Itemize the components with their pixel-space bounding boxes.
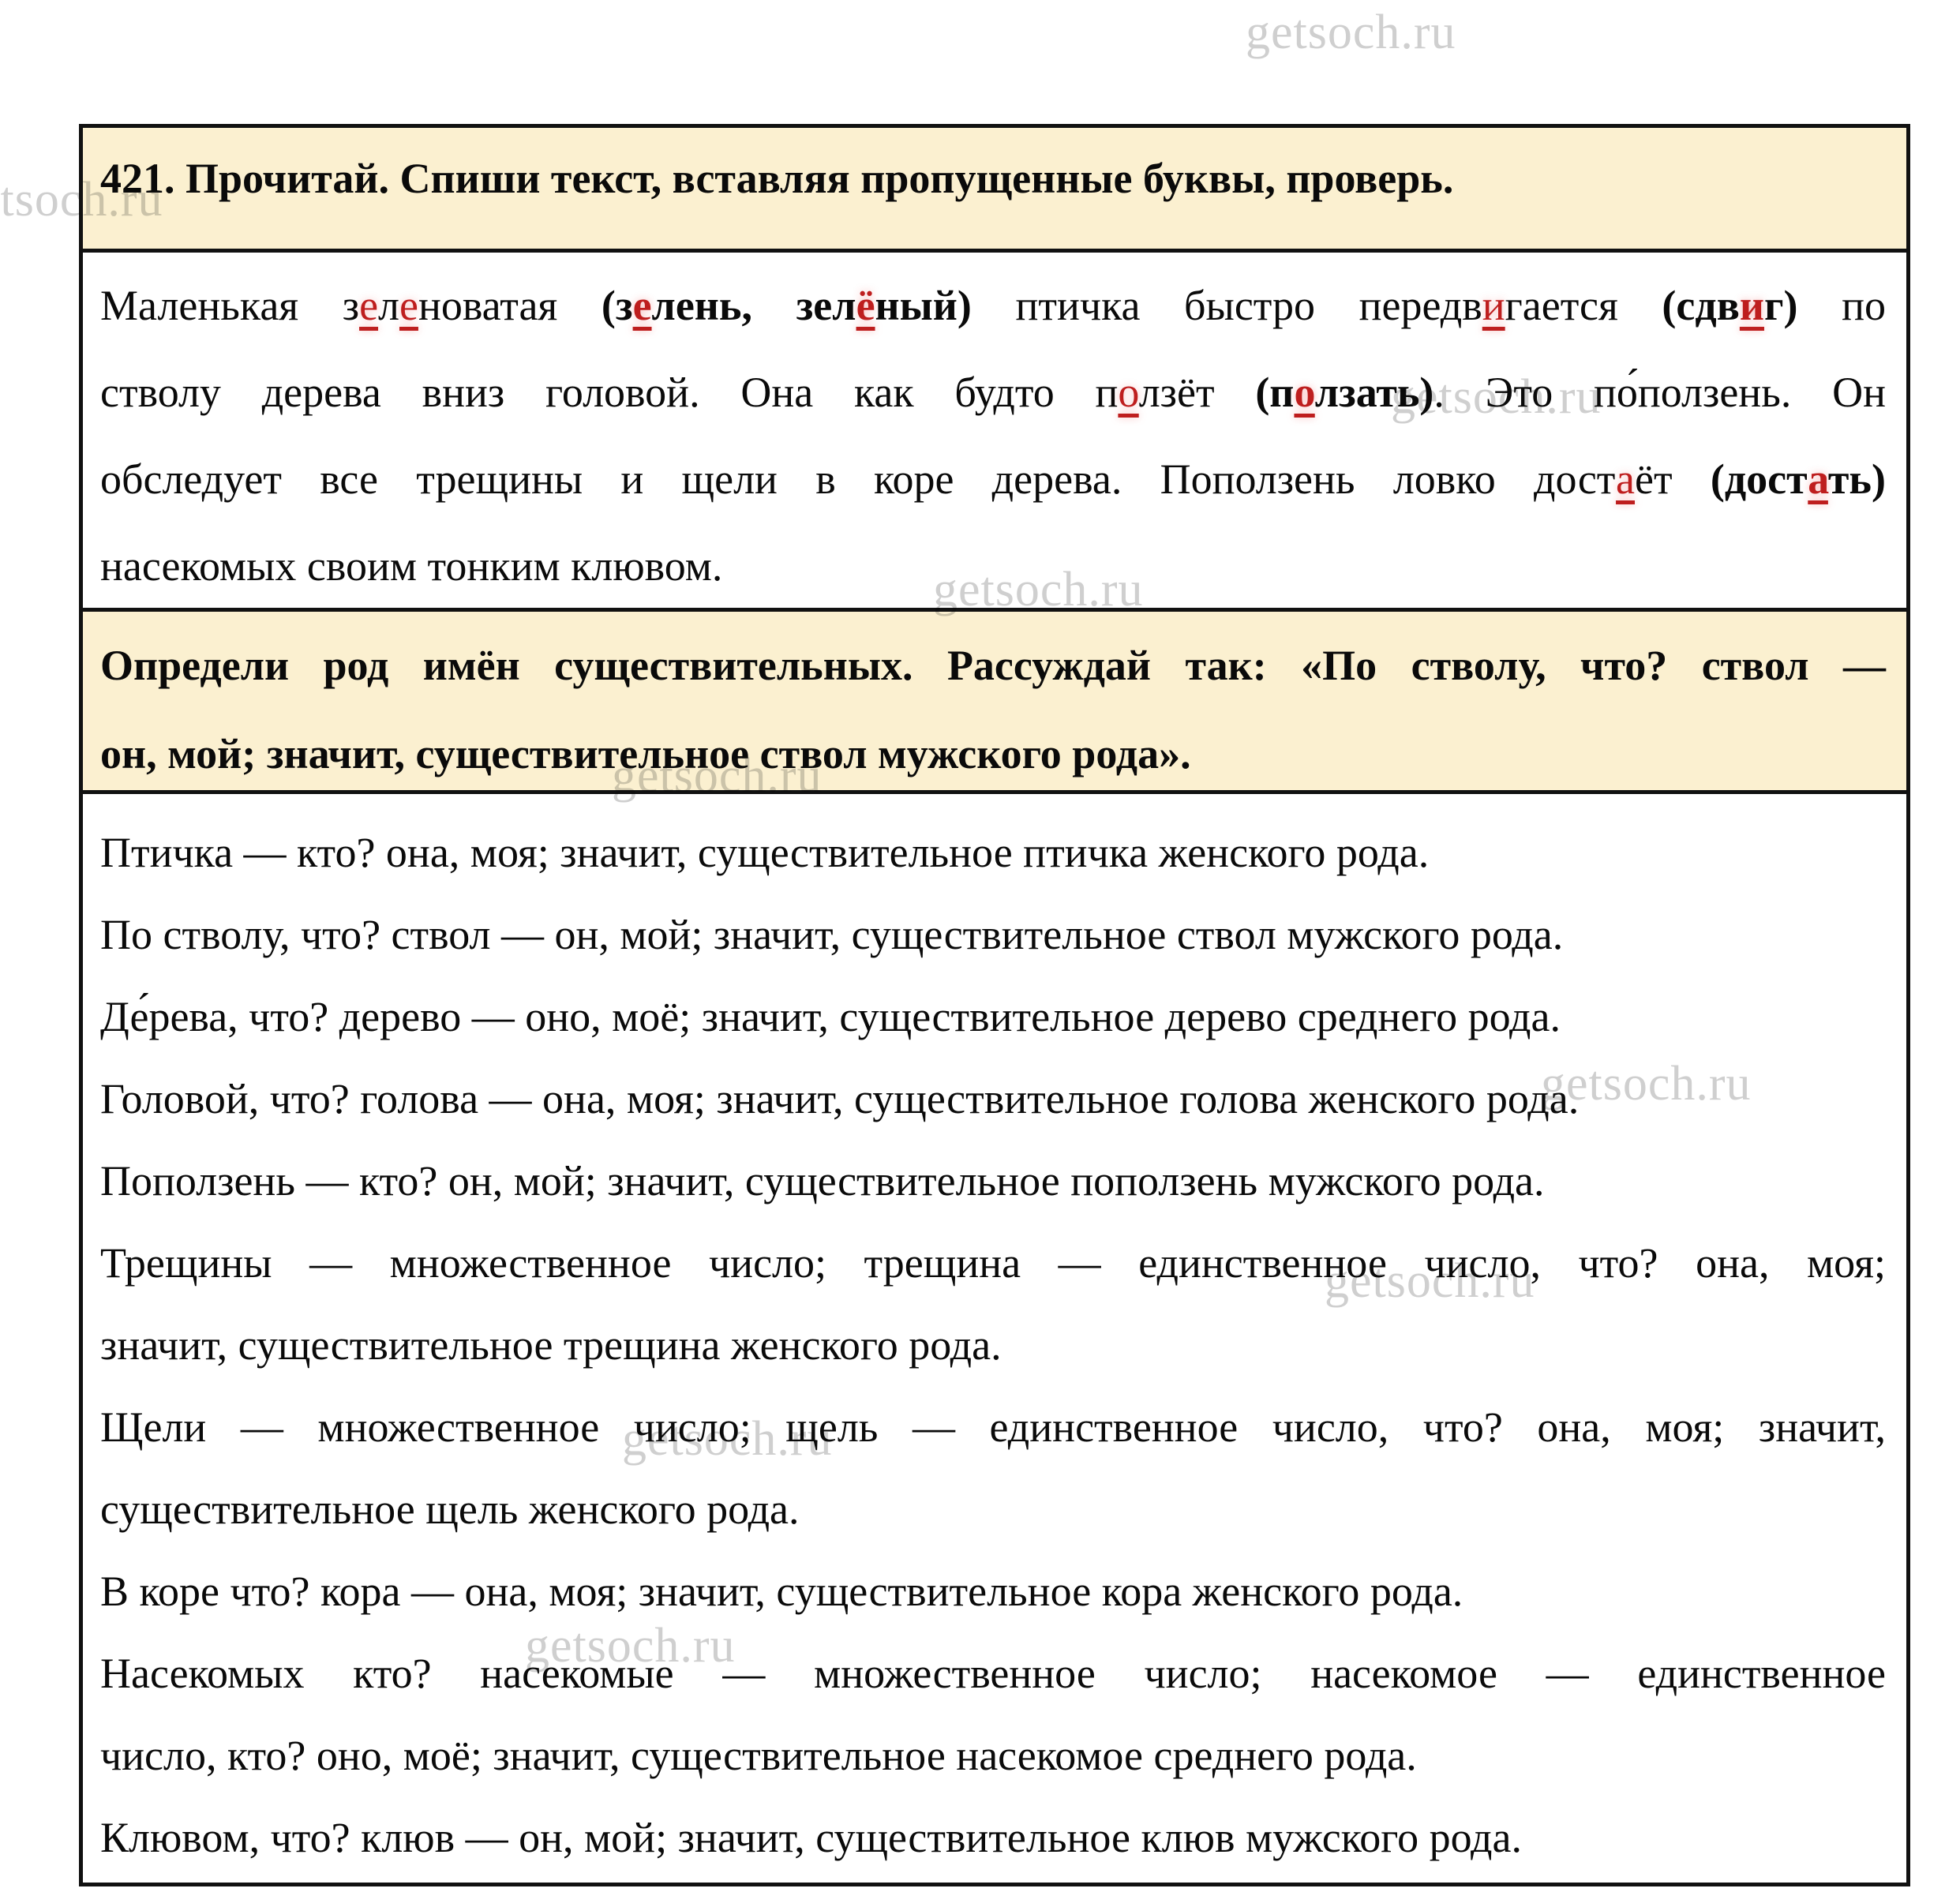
text-line: Насекомых кто? насекомые — множественное… bbox=[100, 1632, 1886, 1714]
text-segment: (з bbox=[601, 282, 633, 329]
text-segment: число, кто? оно, моё; значит, существите… bbox=[100, 1732, 1417, 1779]
text-line: обследует все трещины и щели в коре дере… bbox=[100, 436, 1886, 523]
inserted-letter: ё bbox=[856, 282, 875, 329]
text-segment: существительное щель женского рода. bbox=[100, 1486, 800, 1533]
inserted-letter: а bbox=[1808, 455, 1828, 503]
text-line: он, мой; значит, существительное ствол м… bbox=[100, 710, 1886, 798]
instruction-box: Определи род имён существительных. Рассу… bbox=[83, 608, 1906, 794]
text-line: значит, существительное трещина женского… bbox=[100, 1304, 1886, 1386]
text-line: Щели — множественное число; щель — единс… bbox=[100, 1386, 1886, 1468]
text-segment: ть) bbox=[1827, 455, 1886, 503]
text-line: В коре что? кора — она, моя; значит, сущ… bbox=[100, 1550, 1886, 1632]
text-segment: (сдв bbox=[1662, 282, 1740, 329]
text-segment: Трещины — множественное число; трещина —… bbox=[100, 1239, 1886, 1287]
inserted-letter: е bbox=[399, 282, 418, 329]
inserted-letter: и bbox=[1482, 282, 1505, 329]
exercise-card: 421. Прочитай. Спиши текст, вставляя про… bbox=[79, 124, 1910, 1886]
text-segment: Насекомых кто? насекомые — множественное… bbox=[100, 1650, 1886, 1697]
inserted-letter: о bbox=[1118, 369, 1139, 416]
text-line: 421. Прочитай. Спиши текст, вставляя про… bbox=[100, 147, 1886, 210]
text-line: Маленькая зеленоватая (зелень, зелёный) … bbox=[100, 262, 1886, 349]
text-line: По стволу, что? ствол — он, мой; значит,… bbox=[100, 894, 1886, 976]
text-segment: Определи род имён существительных. Рассу… bbox=[100, 642, 1886, 689]
text-segment: лзёт bbox=[1138, 369, 1256, 416]
inserted-letter: е bbox=[632, 282, 652, 329]
analysis-text: Птичка — кто? она, моя; значит, существи… bbox=[83, 794, 1906, 1883]
inserted-letter: и bbox=[1739, 282, 1764, 329]
text-segment: г) bbox=[1763, 282, 1798, 329]
text-line: Головой, что? голова — она, моя; значит,… bbox=[100, 1058, 1886, 1140]
text-segment: лзать) bbox=[1314, 369, 1434, 416]
text-line: существительное щель женского рода. bbox=[100, 1468, 1886, 1550]
text-segment: По стволу, что? ствол — он, мой; значит,… bbox=[100, 911, 1564, 958]
text-segment: л bbox=[378, 282, 399, 329]
text-segment: ёт bbox=[1635, 455, 1711, 503]
text-segment: обследует все трещины и щели в коре дере… bbox=[100, 455, 1617, 503]
text-segment: стволу дерева вниз головой. Она как будт… bbox=[100, 369, 1119, 416]
watermark: getsoch.ru bbox=[1246, 6, 1456, 59]
text-line: Де́рева, что? дерево — оно, моё; значит,… bbox=[100, 976, 1886, 1058]
text-line: число, кто? оно, моё; значит, существите… bbox=[100, 1714, 1886, 1796]
text-segment: Щели — множественное число; щель — единс… bbox=[100, 1403, 1886, 1451]
text-segment: Маленькая з bbox=[100, 282, 360, 329]
text-line: Определи род имён существительных. Рассу… bbox=[100, 621, 1886, 710]
text-line: Трещины — множественное число; трещина —… bbox=[100, 1222, 1886, 1304]
text-segment: по bbox=[1797, 282, 1887, 329]
text-segment: Поползень — кто? он, мой; значит, сущест… bbox=[100, 1157, 1545, 1205]
text-line: стволу дерева вниз головой. Она как будт… bbox=[100, 349, 1886, 436]
text-segment: он, мой; значит, существительное ствол м… bbox=[100, 730, 1191, 777]
text-segment: насекомых своим тонким клювом. bbox=[100, 542, 723, 590]
text-segment: значит, существительное трещина женского… bbox=[100, 1321, 1002, 1369]
task-header: 421. Прочитай. Спиши текст, вставляя про… bbox=[83, 128, 1906, 253]
text-segment: Птичка — кто? она, моя; значит, существи… bbox=[100, 829, 1430, 876]
text-segment: . Это по́ползень. Он bbox=[1433, 369, 1886, 416]
text-segment: В коре что? кора — она, моя; значит, сущ… bbox=[100, 1568, 1463, 1615]
text-segment: (п bbox=[1255, 369, 1295, 416]
text-segment: птичка быстро передв bbox=[971, 282, 1482, 329]
text-segment: гается bbox=[1505, 282, 1662, 329]
text-segment: 421. Прочитай. Спиши текст, вставляя про… bbox=[100, 155, 1454, 202]
text-segment: (дост bbox=[1710, 455, 1808, 503]
text-segment: лень, зел bbox=[651, 282, 856, 329]
text-line: Птичка — кто? она, моя; значит, существи… bbox=[100, 811, 1886, 894]
text-line: Поползень — кто? он, мой; значит, сущест… bbox=[100, 1140, 1886, 1222]
text-segment: Головой, что? голова — она, моя; значит,… bbox=[100, 1075, 1580, 1122]
exercise-text: Маленькая зеленоватая (зелень, зелёный) … bbox=[83, 253, 1906, 608]
text-segment: ный) bbox=[875, 282, 972, 329]
inserted-letter: о bbox=[1294, 369, 1315, 416]
text-line: Клювом, что? клюв — он, мой; значит, сущ… bbox=[100, 1796, 1886, 1879]
text-line: насекомых своим тонким клювом. bbox=[100, 523, 1886, 609]
text-segment: Клювом, что? клюв — он, мой; значит, сущ… bbox=[100, 1814, 1522, 1861]
text-segment: Де́рева, что? дерево — оно, моё; значит,… bbox=[100, 993, 1561, 1040]
inserted-letter: а bbox=[1616, 455, 1636, 503]
inserted-letter: е bbox=[359, 282, 379, 329]
text-segment: новатая bbox=[418, 282, 601, 329]
